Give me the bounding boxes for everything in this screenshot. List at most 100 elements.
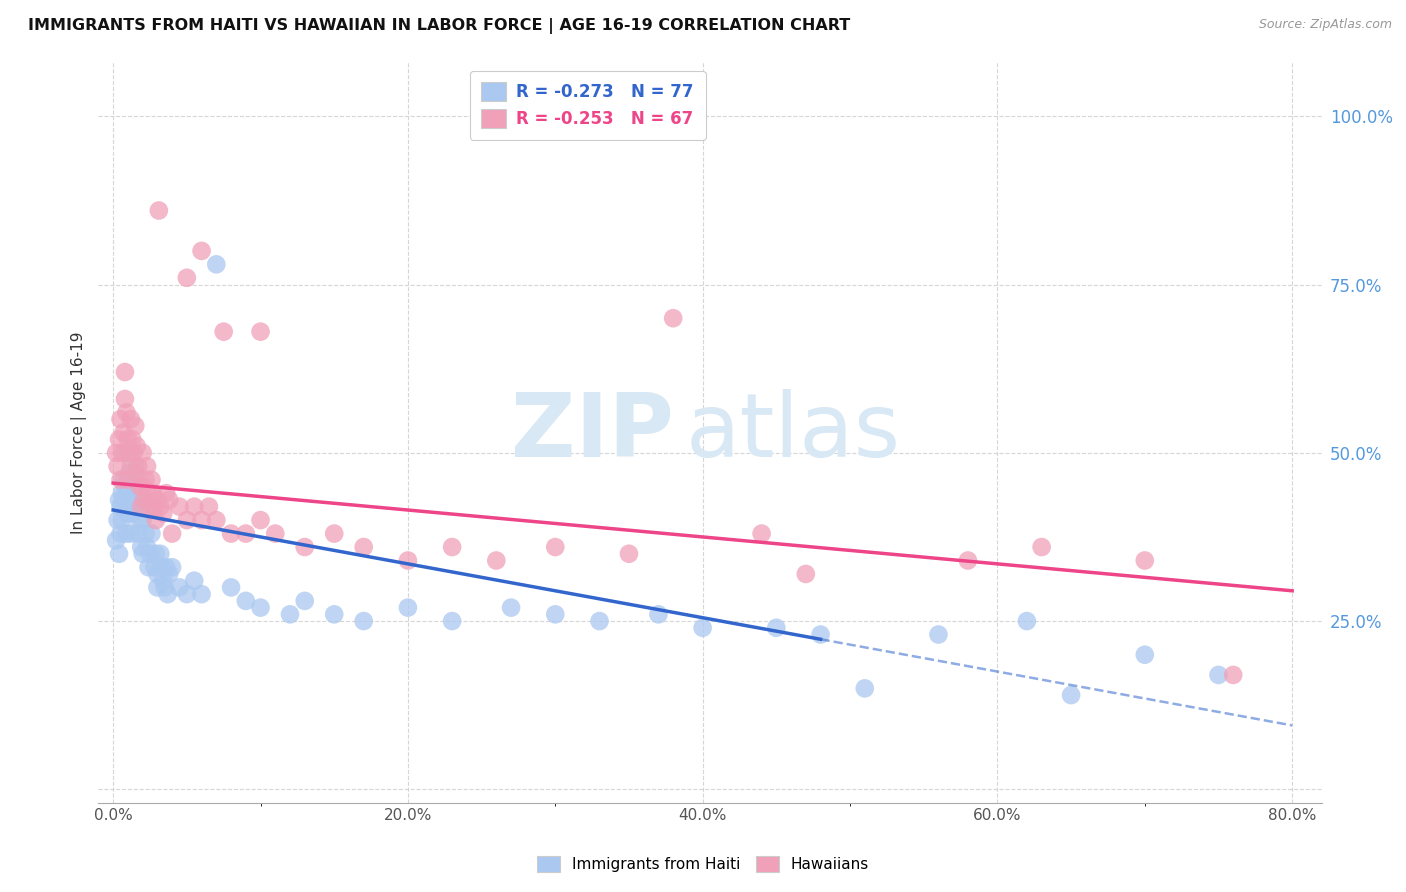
- Point: [136, 459, 159, 474]
- Point: [176, 270, 198, 285]
- Point: [219, 581, 242, 595]
- Point: [110, 412, 132, 426]
- Point: [114, 479, 136, 493]
- Point: [120, 412, 142, 426]
- Point: [117, 507, 139, 521]
- Point: [125, 473, 148, 487]
- Point: [120, 446, 142, 460]
- Point: [190, 244, 212, 258]
- Point: [111, 513, 134, 527]
- Point: [114, 365, 136, 379]
- Y-axis label: In Labor Force | Age 16-19: In Labor Force | Age 16-19: [70, 331, 87, 534]
- Point: [190, 513, 212, 527]
- Point: [219, 526, 242, 541]
- Point: [249, 600, 271, 615]
- Point: [141, 526, 163, 541]
- Point: [110, 526, 132, 541]
- Point: [121, 433, 143, 447]
- Point: [810, 627, 832, 641]
- Point: [157, 566, 180, 581]
- Point: [117, 486, 139, 500]
- Point: [1208, 668, 1230, 682]
- Point: [129, 500, 152, 514]
- Point: [157, 492, 180, 507]
- Point: [141, 473, 163, 487]
- Point: [155, 486, 177, 500]
- Point: [112, 492, 135, 507]
- Point: [142, 500, 165, 514]
- Point: [110, 500, 132, 514]
- Point: [142, 486, 165, 500]
- Point: [323, 607, 346, 622]
- Point: [105, 446, 128, 460]
- Point: [145, 513, 167, 527]
- Point: [169, 500, 191, 514]
- Point: [135, 473, 157, 487]
- Point: [118, 446, 141, 460]
- Point: [153, 581, 176, 595]
- Point: [249, 325, 271, 339]
- Point: [198, 500, 221, 514]
- Point: [692, 621, 714, 635]
- Point: [294, 540, 316, 554]
- Point: [160, 560, 183, 574]
- Point: [131, 513, 153, 527]
- Point: [112, 473, 135, 487]
- Point: [131, 547, 153, 561]
- Point: [278, 607, 301, 622]
- Point: [751, 526, 773, 541]
- Point: [127, 526, 149, 541]
- Point: [132, 492, 155, 507]
- Point: [617, 547, 640, 561]
- Point: [183, 500, 205, 514]
- Point: [323, 526, 346, 541]
- Point: [544, 540, 567, 554]
- Point: [124, 459, 146, 474]
- Text: Source: ZipAtlas.com: Source: ZipAtlas.com: [1258, 18, 1392, 31]
- Point: [111, 486, 134, 500]
- Point: [1031, 540, 1053, 554]
- Point: [212, 325, 235, 339]
- Point: [143, 560, 166, 574]
- Point: [353, 614, 375, 628]
- Point: [956, 553, 979, 567]
- Point: [138, 486, 160, 500]
- Point: [114, 446, 136, 460]
- Point: [294, 594, 316, 608]
- Point: [396, 553, 419, 567]
- Point: [121, 507, 143, 521]
- Point: [146, 492, 169, 507]
- Point: [152, 507, 174, 521]
- Point: [396, 600, 419, 615]
- Point: [647, 607, 669, 622]
- Point: [135, 526, 157, 541]
- Point: [146, 566, 169, 581]
- Point: [927, 627, 949, 641]
- Point: [111, 446, 134, 460]
- Point: [145, 547, 167, 561]
- Point: [107, 459, 129, 474]
- Point: [1133, 648, 1156, 662]
- Point: [353, 540, 375, 554]
- Point: [112, 425, 135, 440]
- Point: [136, 540, 159, 554]
- Point: [138, 560, 160, 574]
- Point: [156, 587, 179, 601]
- Point: [160, 526, 183, 541]
- Point: [108, 547, 131, 561]
- Point: [125, 439, 148, 453]
- Legend: Immigrants from Haiti, Hawaiians: Immigrants from Haiti, Hawaiians: [529, 848, 877, 880]
- Point: [499, 600, 522, 615]
- Point: [169, 581, 191, 595]
- Text: IMMIGRANTS FROM HAITI VS HAWAIIAN IN LABOR FORCE | AGE 16-19 CORRELATION CHART: IMMIGRANTS FROM HAITI VS HAWAIIAN IN LAB…: [28, 18, 851, 34]
- Point: [205, 513, 228, 527]
- Point: [107, 513, 129, 527]
- Point: [108, 492, 131, 507]
- Point: [662, 311, 685, 326]
- Point: [149, 500, 172, 514]
- Point: [129, 540, 152, 554]
- Point: [152, 574, 174, 588]
- Point: [124, 466, 146, 480]
- Point: [1222, 668, 1244, 682]
- Point: [110, 473, 132, 487]
